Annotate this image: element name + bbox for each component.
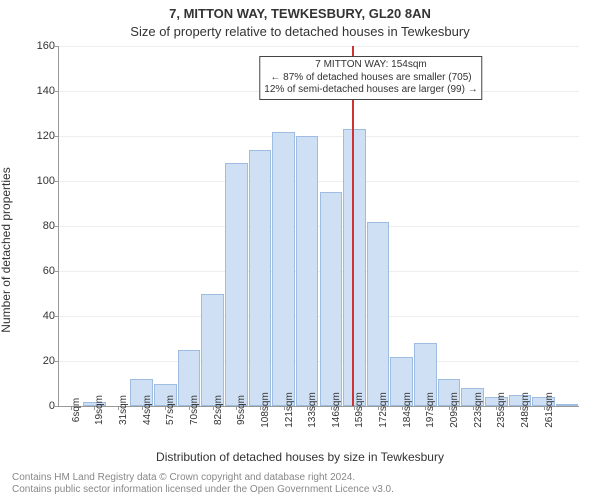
xtick-label: 197sqm xyxy=(425,392,436,428)
ytick-mark xyxy=(55,361,59,362)
xtick-label: 19sqm xyxy=(94,395,105,425)
xtick-label: 184sqm xyxy=(402,392,413,428)
histogram-bar xyxy=(201,294,224,407)
ytick-label: 100 xyxy=(37,175,55,187)
footer-line2: Contains public sector information licen… xyxy=(12,484,394,496)
gridline xyxy=(59,181,579,182)
xtick-label: 108sqm xyxy=(260,392,271,428)
histogram-bar xyxy=(272,132,295,407)
xtick-label: 121sqm xyxy=(284,392,295,428)
footer-line1: Contains HM Land Registry data © Crown c… xyxy=(12,472,394,484)
xtick-label: 70sqm xyxy=(189,395,200,425)
histogram-bar xyxy=(556,404,579,406)
x-axis-label: Distribution of detached houses by size … xyxy=(0,450,600,464)
xtick-label: 209sqm xyxy=(449,392,460,428)
ytick-label: 160 xyxy=(37,40,55,52)
xtick-label: 133sqm xyxy=(307,392,318,428)
gridline xyxy=(59,136,579,137)
xtick-label: 31sqm xyxy=(118,395,129,425)
ytick-label: 0 xyxy=(49,400,55,412)
xtick-label: 57sqm xyxy=(165,395,176,425)
chart-title-line2: Size of property relative to detached ho… xyxy=(0,24,600,39)
ytick-label: 60 xyxy=(43,265,55,277)
annotation-line3: 12% of semi-detached houses are larger (… xyxy=(264,84,477,97)
histogram-bar xyxy=(320,192,343,406)
annotation-line2: ← 87% of detached houses are smaller (70… xyxy=(264,72,477,85)
histogram-bar xyxy=(343,129,366,406)
histogram-bar xyxy=(249,150,272,407)
ytick-mark xyxy=(55,226,59,227)
ytick-mark xyxy=(55,181,59,182)
ytick-mark xyxy=(55,271,59,272)
ytick-label: 80 xyxy=(43,220,55,232)
ytick-label: 120 xyxy=(37,130,55,142)
footer-attribution: Contains HM Land Registry data © Crown c… xyxy=(12,472,394,496)
ytick-mark xyxy=(55,316,59,317)
chart-container: 7, MITTON WAY, TEWKESBURY, GL20 8AN Size… xyxy=(0,0,600,500)
xtick-label: 261sqm xyxy=(544,392,555,428)
xtick-label: 159sqm xyxy=(354,392,365,428)
xtick-label: 172sqm xyxy=(378,392,389,428)
xtick-label: 6sqm xyxy=(71,398,82,422)
annotation-line1: 7 MITTON WAY: 154sqm xyxy=(264,59,477,72)
ytick-label: 20 xyxy=(43,355,55,367)
xtick-label: 146sqm xyxy=(331,392,342,428)
reference-line xyxy=(352,46,354,406)
ytick-mark xyxy=(55,136,59,137)
histogram-bar xyxy=(225,163,248,406)
annotation-box: 7 MITTON WAY: 154sqm← 87% of detached ho… xyxy=(259,56,482,100)
plot-area: 0204060801001201401606sqm19sqm31sqm44sqm… xyxy=(58,46,579,407)
y-axis-label: Number of detached properties xyxy=(0,167,13,332)
ytick-label: 40 xyxy=(43,310,55,322)
gridline xyxy=(59,46,579,47)
xtick-label: 82sqm xyxy=(213,395,224,425)
xtick-label: 95sqm xyxy=(236,395,247,425)
ytick-mark xyxy=(55,406,59,407)
xtick-label: 248sqm xyxy=(520,392,531,428)
histogram-bar xyxy=(367,222,390,407)
ytick-mark xyxy=(55,91,59,92)
ytick-label: 140 xyxy=(37,85,55,97)
ytick-mark xyxy=(55,46,59,47)
xtick-label: 223sqm xyxy=(473,392,484,428)
xtick-label: 44sqm xyxy=(142,395,153,425)
chart-title-line1: 7, MITTON WAY, TEWKESBURY, GL20 8AN xyxy=(0,6,600,21)
xtick-label: 235sqm xyxy=(496,392,507,428)
histogram-bar xyxy=(296,136,319,406)
